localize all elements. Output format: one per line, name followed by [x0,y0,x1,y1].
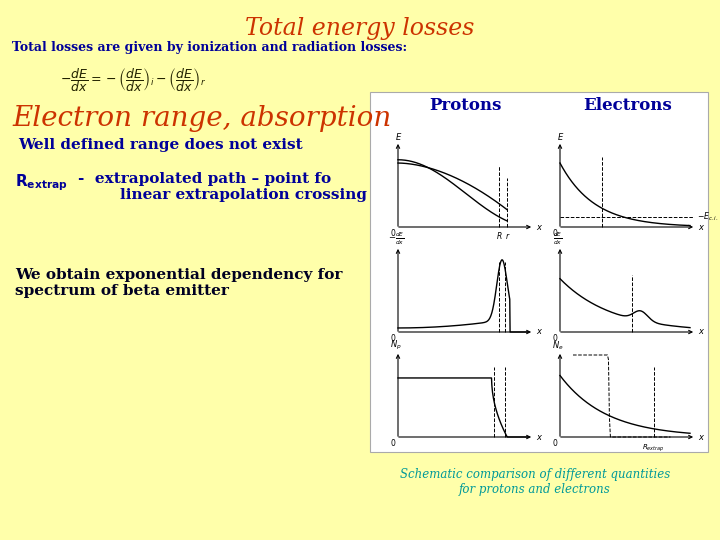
Text: Protons: Protons [429,97,501,114]
Text: 0: 0 [552,334,557,343]
Text: E: E [557,133,562,142]
Text: Well defined range does not exist: Well defined range does not exist [18,138,302,152]
Text: x: x [536,327,541,336]
Bar [370,92,708,452]
Text: x: x [698,327,703,336]
Text: Total losses are given by ionization and radiation losses:: Total losses are given by ionization and… [12,41,407,54]
Text: $-\frac{dE}{dx}$: $-\frac{dE}{dx}$ [388,231,404,247]
Text: Total energy losses: Total energy losses [246,17,474,40]
Text: x: x [536,222,541,232]
Text: x: x [698,222,703,232]
Text: 0: 0 [552,439,557,448]
Text: $-\dfrac{dE}{dx} = -\left(\dfrac{dE}{dx}\right)_i - \left(\dfrac{dE}{dx}\right)_: $-\dfrac{dE}{dx} = -\left(\dfrac{dE}{dx}… [60,66,206,94]
Text: $N_p$: $N_p$ [390,339,402,352]
Text: r: r [505,232,509,241]
Text: -  extrapolated path – point fo
        linear extrapolation crossing: - extrapolated path – point fo linear ex… [78,172,367,202]
Text: $\frac{dE}{dx}$: $\frac{dE}{dx}$ [553,231,563,247]
Text: R: R [497,232,502,241]
Text: 0: 0 [390,334,395,343]
Text: $\mathbf{R}_{\mathbf{extrap}}$: $\mathbf{R}_{\mathbf{extrap}}$ [15,172,68,193]
Text: Electrons: Electrons [584,97,672,114]
Text: 0: 0 [390,439,395,448]
Text: $N_e$: $N_e$ [552,340,564,352]
Text: Electron range, absorption: Electron range, absorption [12,105,391,132]
Text: x: x [698,433,703,442]
Text: 0: 0 [552,229,557,238]
Text: 0: 0 [390,229,395,238]
Text: $R_{extrap}$: $R_{extrap}$ [642,442,665,454]
Text: x: x [536,433,541,442]
Text: $-E_{c.i.}$: $-E_{c.i.}$ [697,211,719,224]
Text: Schematic comparison of different quantities
for protons and electrons: Schematic comparison of different quanti… [400,468,670,496]
Text: We obtain exponential dependency for
spectrum of beta emitter: We obtain exponential dependency for spe… [15,268,343,298]
Text: E: E [395,133,400,142]
